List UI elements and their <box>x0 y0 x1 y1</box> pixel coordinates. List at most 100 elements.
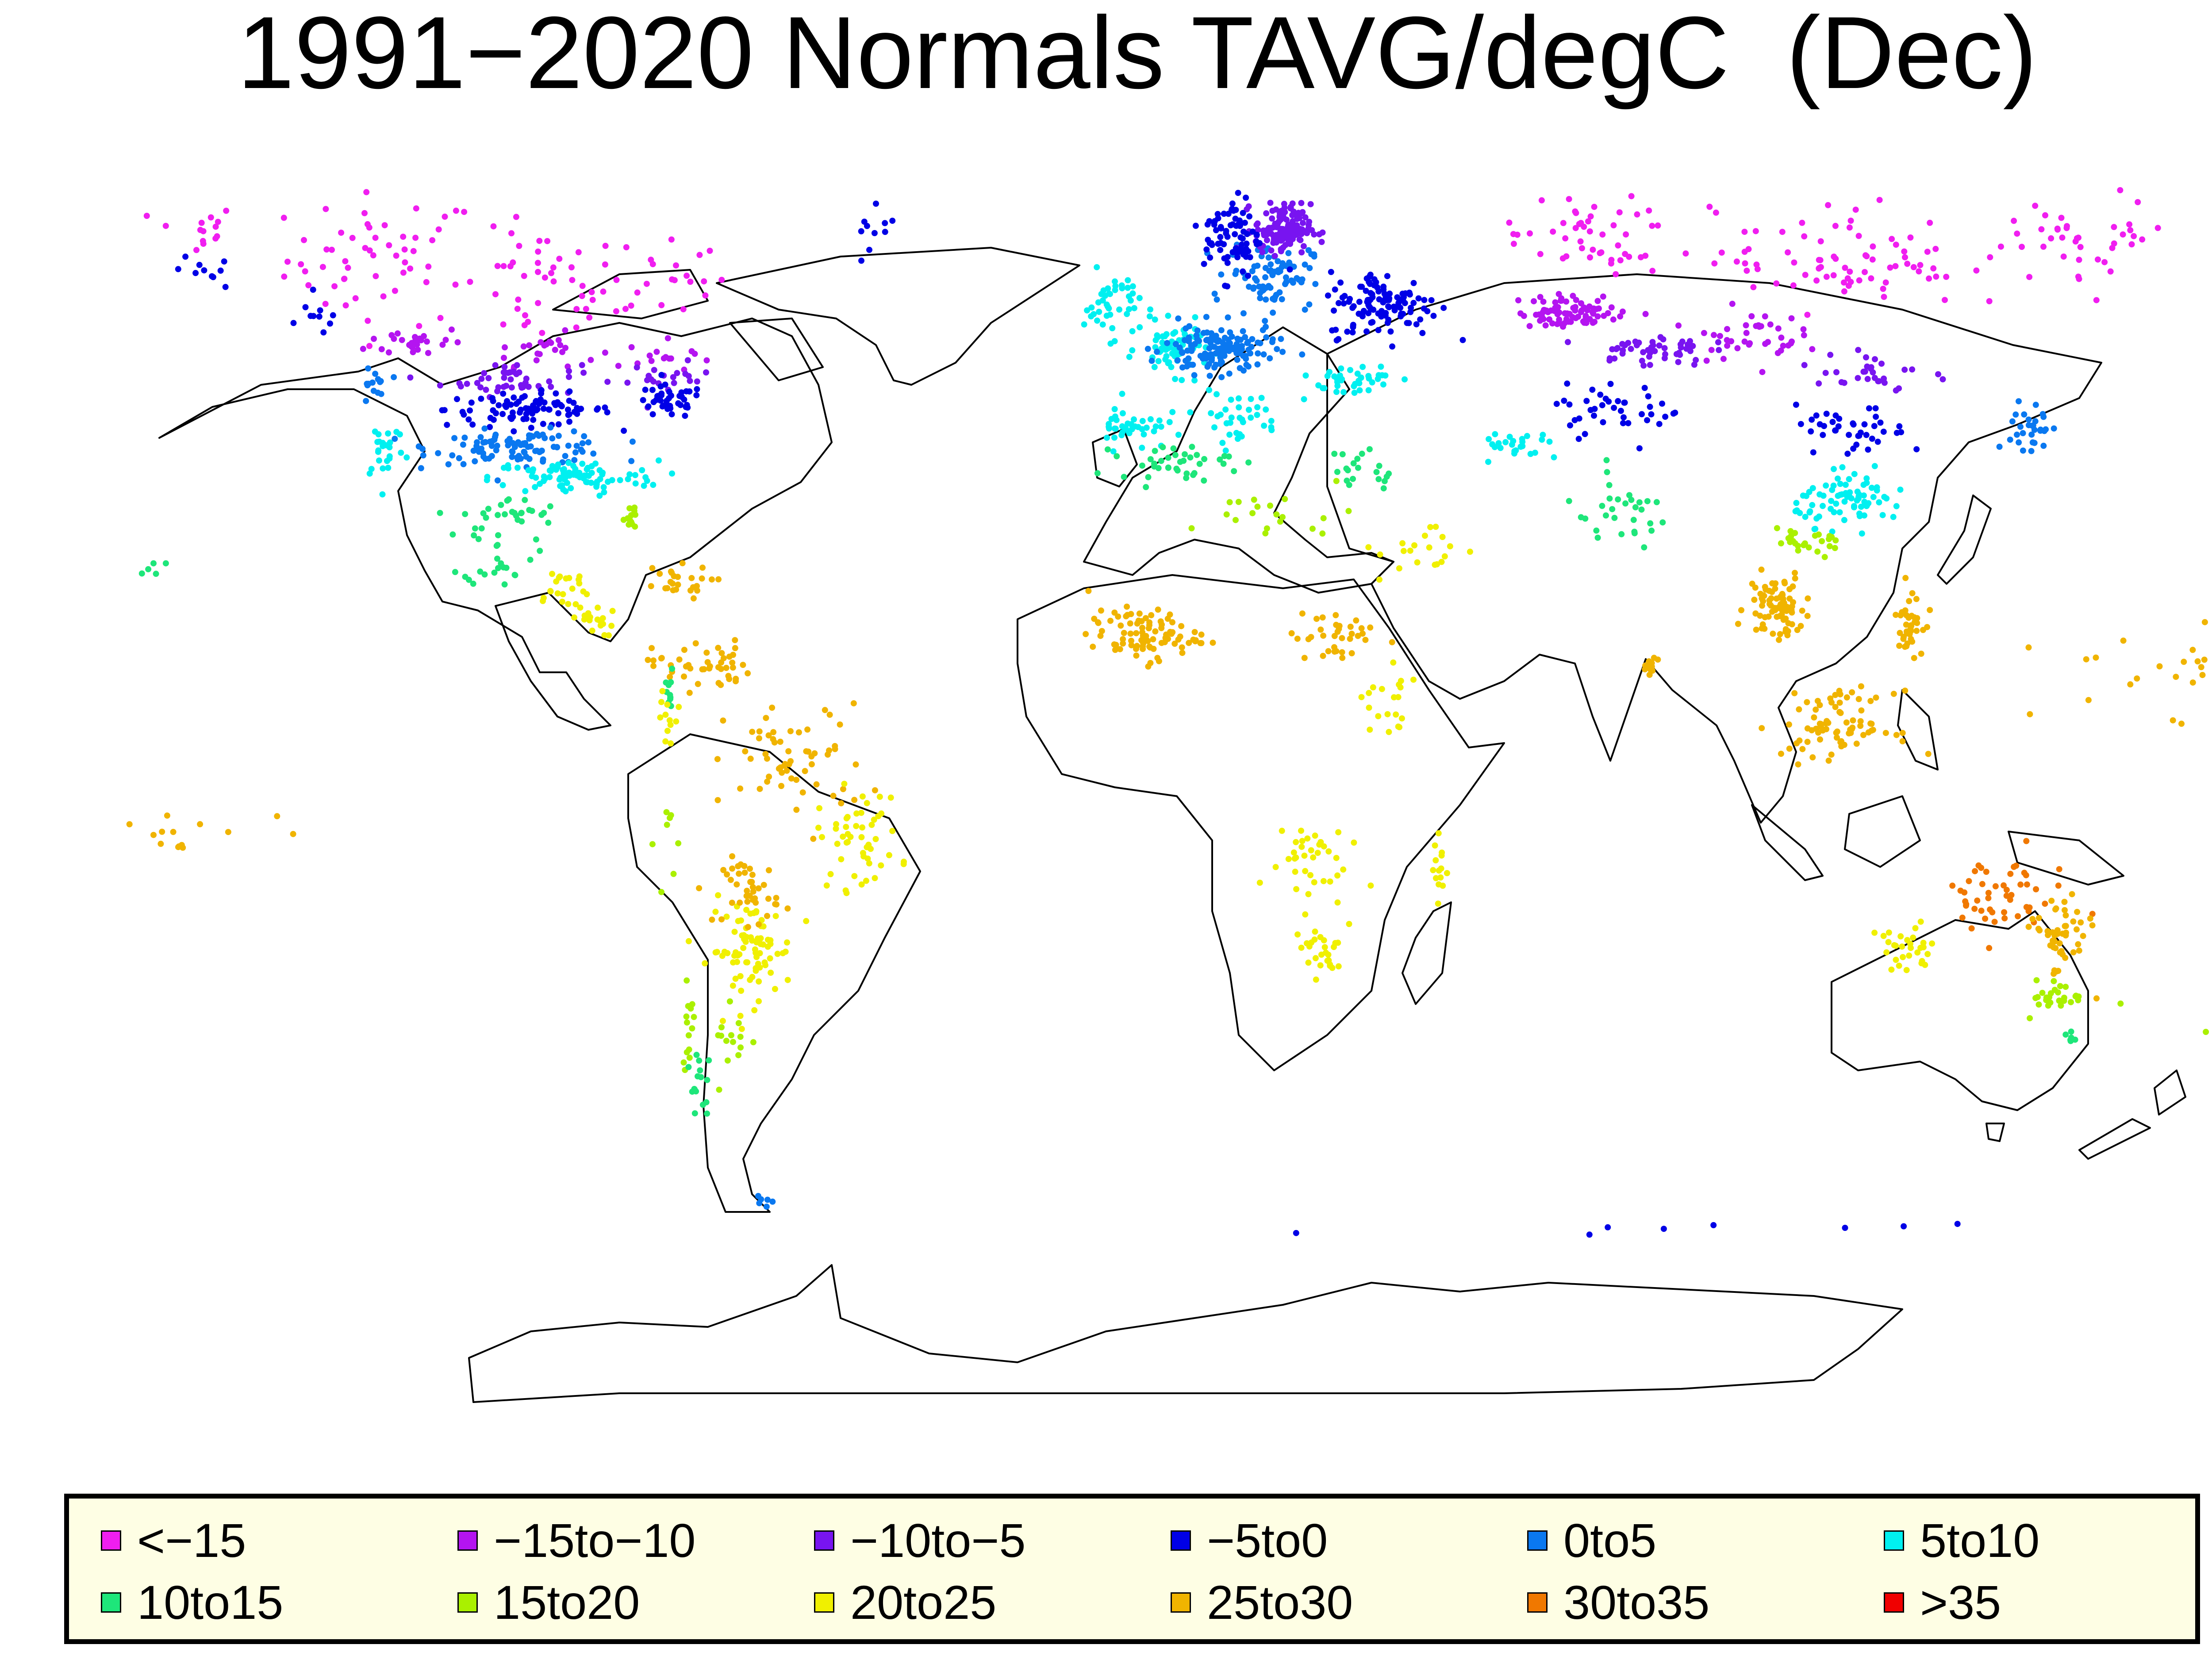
station-marker <box>2080 933 2086 939</box>
station-marker <box>1863 354 1869 360</box>
station-marker <box>1757 613 1763 619</box>
station-marker <box>1786 745 1793 752</box>
station-marker <box>658 302 665 308</box>
station-marker <box>541 274 548 281</box>
station-marker <box>1277 518 1283 525</box>
station-marker <box>1906 598 1912 604</box>
station-marker <box>1572 225 1579 231</box>
station-marker <box>535 248 541 255</box>
station-marker <box>2131 233 2137 239</box>
station-marker <box>1203 314 1210 320</box>
station-marker <box>1832 427 1839 434</box>
station-marker <box>684 402 690 408</box>
station-marker <box>1847 726 1854 733</box>
station-marker <box>858 228 864 234</box>
station-marker <box>1842 1225 1848 1231</box>
station-marker <box>1893 429 1900 436</box>
station-marker <box>724 871 730 878</box>
station-marker <box>1283 226 1290 233</box>
station-marker <box>2077 244 2084 250</box>
station-marker <box>1591 412 1597 419</box>
station-marker <box>1344 477 1350 484</box>
station-marker <box>372 428 378 435</box>
station-marker <box>1190 472 1196 478</box>
station-marker <box>571 428 577 435</box>
station-marker <box>1268 427 1275 433</box>
station-marker <box>2021 411 2028 418</box>
station-marker <box>1869 435 1875 442</box>
station-marker <box>1300 243 1307 249</box>
station-marker <box>1909 366 1916 373</box>
station-marker <box>1305 959 1312 966</box>
station-marker <box>593 481 600 488</box>
station-marker <box>1411 542 1417 548</box>
station-marker <box>1636 445 1643 452</box>
station-marker <box>1813 725 1820 732</box>
station-marker <box>1204 221 1211 228</box>
station-marker <box>1363 328 1370 335</box>
station-marker <box>2045 1002 2051 1009</box>
station-marker <box>747 755 754 762</box>
station-marker <box>1881 376 1887 382</box>
station-marker <box>743 893 750 899</box>
asia-coastline <box>1326 273 2102 824</box>
station-marker <box>2111 224 2117 230</box>
station-marker <box>545 519 552 526</box>
station-marker <box>1599 502 1605 509</box>
station-marker <box>538 390 545 397</box>
station-marker <box>2012 411 2019 418</box>
station-marker <box>363 398 369 404</box>
station-marker <box>623 244 630 250</box>
station-marker <box>802 768 808 774</box>
station-marker <box>2028 448 2035 454</box>
station-marker <box>1782 580 1788 586</box>
station-marker <box>663 679 669 686</box>
station-marker <box>1564 380 1571 387</box>
station-marker <box>1587 407 1594 413</box>
station-marker <box>1088 304 1095 311</box>
station-marker <box>425 350 431 356</box>
station-marker <box>1551 454 1557 460</box>
station-marker <box>1268 418 1275 424</box>
station-marker <box>754 935 761 942</box>
station-marker <box>1340 866 1347 873</box>
station-marker <box>372 371 379 377</box>
station-marker <box>1724 342 1731 349</box>
station-marker <box>1119 285 1125 291</box>
station-marker <box>520 343 527 350</box>
station-marker <box>1109 325 1116 331</box>
station-marker <box>1823 273 1830 280</box>
station-marker <box>1587 213 1594 220</box>
station-marker <box>494 556 500 562</box>
station-marker <box>201 267 207 274</box>
station-marker <box>771 739 778 746</box>
station-marker <box>570 399 577 406</box>
station-marker <box>1400 310 1406 317</box>
station-marker <box>1375 327 1382 334</box>
station-marker <box>1152 448 1158 454</box>
station-marker <box>2026 274 2033 280</box>
station-marker <box>530 417 537 423</box>
station-marker <box>736 870 742 877</box>
station-marker <box>515 452 522 459</box>
station-marker <box>197 821 204 828</box>
station-marker <box>718 650 725 656</box>
station-marker <box>2075 997 2081 1004</box>
station-marker <box>386 242 392 249</box>
station-marker <box>753 908 760 915</box>
station-marker <box>2062 954 2069 961</box>
station-marker <box>1922 962 1928 968</box>
station-marker <box>1858 683 1864 690</box>
station-marker <box>738 988 745 994</box>
station-marker <box>362 245 369 251</box>
station-marker <box>1863 475 1870 482</box>
station-marker <box>1851 471 1858 477</box>
station-marker <box>1650 342 1656 349</box>
station-marker <box>688 348 695 355</box>
station-marker <box>2052 906 2058 913</box>
station-marker <box>1338 365 1344 372</box>
station-marker <box>1897 612 1904 619</box>
station-marker <box>1812 533 1818 539</box>
station-marker <box>492 431 499 438</box>
station-marker <box>871 230 878 236</box>
